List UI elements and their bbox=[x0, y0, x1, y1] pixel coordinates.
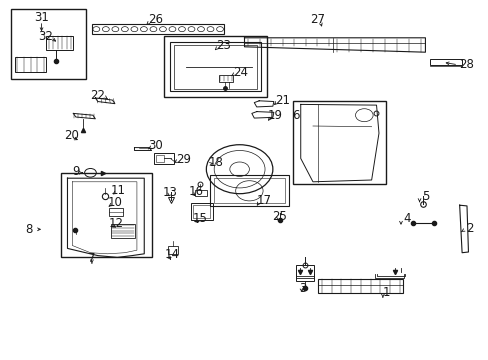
Text: 7: 7 bbox=[88, 252, 96, 265]
Text: 22: 22 bbox=[90, 89, 105, 102]
Text: 32: 32 bbox=[38, 30, 53, 42]
Text: 4: 4 bbox=[402, 212, 410, 225]
Text: 10: 10 bbox=[107, 196, 122, 209]
Text: 23: 23 bbox=[216, 39, 231, 51]
Bar bbox=[210, 175, 288, 206]
Text: 24: 24 bbox=[233, 66, 247, 78]
Bar bbox=[11, 9, 85, 79]
Text: 5: 5 bbox=[421, 190, 428, 203]
Bar bbox=[111, 224, 135, 238]
Text: 19: 19 bbox=[267, 109, 282, 122]
Bar bbox=[194, 190, 206, 196]
Text: 21: 21 bbox=[274, 94, 289, 107]
Text: 17: 17 bbox=[256, 194, 271, 207]
Bar bbox=[46, 36, 73, 50]
Text: 2: 2 bbox=[465, 222, 472, 235]
Text: 29: 29 bbox=[176, 153, 190, 166]
Text: 30: 30 bbox=[148, 139, 163, 152]
Text: 25: 25 bbox=[272, 210, 286, 222]
Text: 15: 15 bbox=[193, 212, 207, 225]
Bar bbox=[108, 208, 123, 216]
Text: 20: 20 bbox=[64, 129, 79, 142]
Text: 14: 14 bbox=[164, 248, 179, 261]
Bar bbox=[173, 45, 257, 89]
Text: 27: 27 bbox=[310, 13, 325, 26]
Bar bbox=[154, 153, 173, 164]
Bar bbox=[61, 173, 151, 257]
Text: 11: 11 bbox=[111, 184, 125, 197]
Text: 16: 16 bbox=[189, 185, 203, 198]
Text: 28: 28 bbox=[459, 58, 473, 71]
Bar bbox=[219, 75, 232, 82]
Bar bbox=[193, 205, 210, 218]
Bar bbox=[92, 24, 224, 34]
Bar bbox=[163, 36, 266, 97]
Bar bbox=[170, 42, 260, 91]
Bar bbox=[214, 178, 284, 203]
Text: 31: 31 bbox=[34, 11, 49, 24]
Text: 13: 13 bbox=[163, 186, 177, 199]
Text: 3: 3 bbox=[299, 282, 306, 294]
Text: 1: 1 bbox=[382, 286, 389, 299]
Text: 6: 6 bbox=[291, 109, 299, 122]
Bar bbox=[167, 246, 178, 254]
Bar bbox=[295, 265, 314, 281]
Bar bbox=[429, 59, 461, 65]
Text: 26: 26 bbox=[148, 13, 163, 26]
Bar bbox=[317, 279, 403, 293]
Text: 8: 8 bbox=[25, 223, 33, 236]
Bar bbox=[156, 155, 163, 162]
Text: 12: 12 bbox=[108, 217, 123, 230]
Text: 18: 18 bbox=[208, 156, 223, 169]
Bar bbox=[15, 57, 46, 72]
Bar bbox=[293, 101, 386, 184]
Bar bbox=[190, 203, 212, 220]
Text: 9: 9 bbox=[72, 165, 80, 178]
